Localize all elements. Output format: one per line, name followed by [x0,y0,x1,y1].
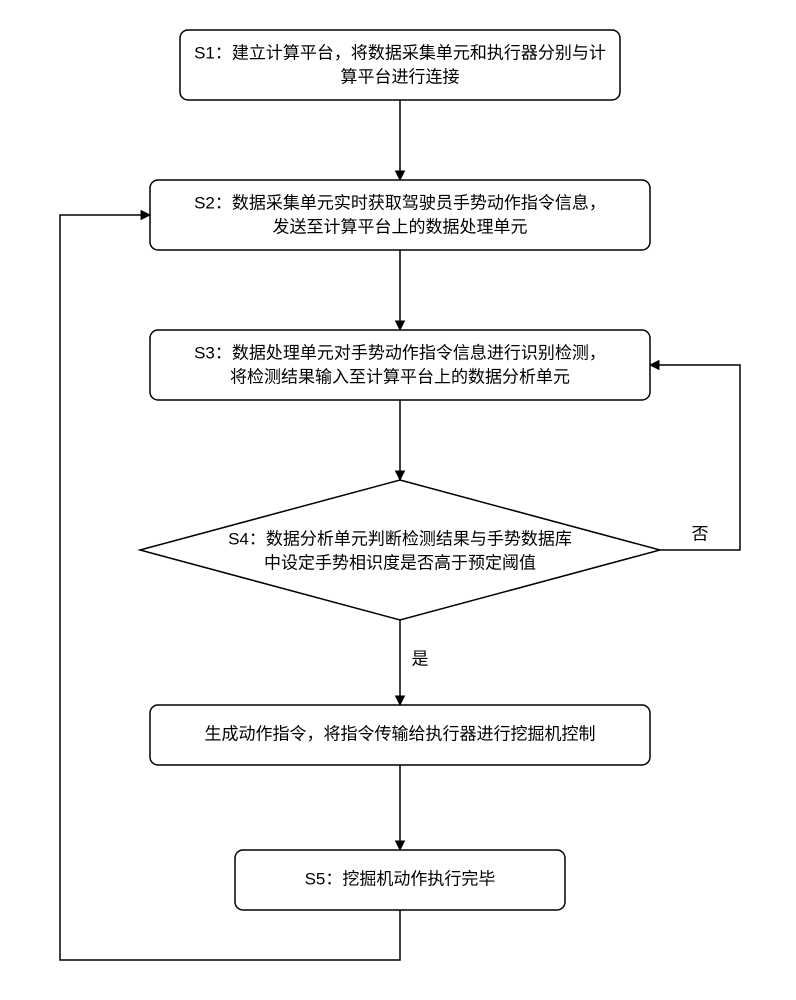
node-s1-line1: S1：建立计算平台，将数据采集单元和执行器分别与计 [194,43,606,62]
label-no: 否 [692,524,709,543]
node-s2 [150,180,650,250]
node-s4-line2: 中设定手势相识度是否高于预定阈值 [264,553,536,572]
node-s1 [180,30,620,100]
node-s3 [150,330,650,400]
node-gen-line1: 生成动作指令，将指令传输给执行器进行挖掘机控制 [205,724,596,743]
label-yes: 是 [412,649,429,668]
node-s2-line2: 发送至计算平台上的数据处理单元 [273,217,528,236]
edge-s5-s2 [60,215,400,960]
node-s1-line2: 算平台进行连接 [341,67,460,86]
node-s4 [140,480,660,620]
node-s3-line1: S3：数据处理单元对手势动作指令信息进行识别检测， [194,343,606,362]
node-s4-line1: S4：数据分析单元判断检测结果与手势数据库 [228,529,572,548]
edge-s4-no [650,365,740,550]
node-s3-line2: 将检测结果输入至计算平台上的数据分析单元 [230,367,570,386]
node-s5-line1: S5：挖掘机动作执行完毕 [305,869,496,888]
node-s2-line1: S2：数据采集单元实时获取驾驶员手势动作指令信息， [194,193,606,212]
